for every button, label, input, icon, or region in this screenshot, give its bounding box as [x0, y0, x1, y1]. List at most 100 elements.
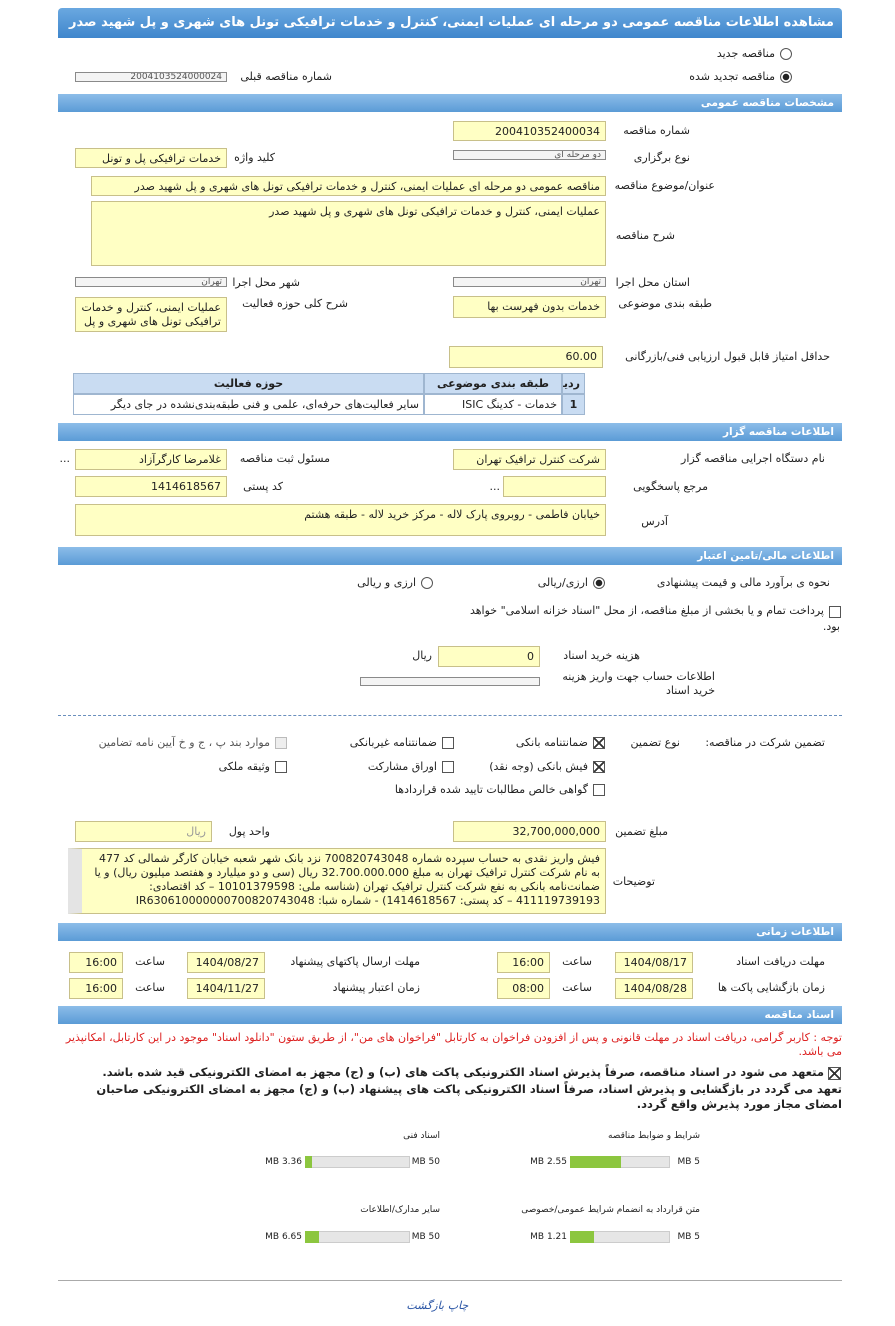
label: سایر مدارک/اطلاعات: [360, 1205, 440, 1215]
radio-button[interactable]: [780, 48, 792, 60]
checkbox[interactable]: [829, 606, 841, 618]
label: 50 MB: [411, 1157, 440, 1167]
input-field[interactable]: 1404/08/17: [615, 952, 693, 973]
input-field[interactable]: 1404/08/27: [187, 952, 265, 973]
label: اطلاعات حساب جهت واریز هزینه خرید اسناد: [562, 670, 715, 697]
label: عنوان/موضوع مناقصه: [614, 179, 715, 192]
checkbox[interactable]: [828, 1067, 841, 1080]
label: نوع تضمین: [630, 736, 680, 749]
section-header: اطلاعات زمانی: [58, 923, 842, 941]
checkbox[interactable]: [593, 737, 605, 749]
section-header: اطلاعات مالی/تامین اعتبار: [58, 547, 842, 565]
more-button[interactable]: ...: [59, 452, 71, 465]
label: شرایط و ضوابط مناقصه: [607, 1131, 700, 1141]
input-field[interactable]: عملیات ایمنی، کنترل و خدمات ترافیکی تونل…: [91, 201, 606, 266]
label: 2.55 MB: [530, 1157, 567, 1167]
input-field[interactable]: شرکت کنترل ترافیک تهران: [453, 449, 606, 470]
input-field[interactable]: فیش واریز نقدی به حساب سپرده شماره 70082…: [68, 848, 606, 914]
table-cell: خدمات - کدینگ ISIC: [424, 394, 562, 415]
checkbox[interactable]: [593, 761, 605, 773]
input-field[interactable]: 60.00: [449, 346, 603, 368]
table-header: حوزه فعالیت: [73, 373, 424, 394]
section-header: مشخصات مناقصه عمومی: [58, 94, 842, 112]
label: زمان اعتبار پیشنهاد: [332, 981, 420, 994]
label: ارزی و ریالی: [357, 576, 416, 589]
label: کلید واژه: [234, 151, 275, 164]
input-field[interactable]: 16:00: [497, 952, 550, 973]
select-field[interactable]: [360, 677, 540, 686]
more-button[interactable]: ...: [489, 480, 501, 493]
label: ساعت: [562, 981, 592, 994]
label: ارزی/ریالی: [537, 576, 588, 589]
label: شماره مناقصه قبلی: [240, 70, 332, 83]
checkbox[interactable]: [442, 737, 454, 749]
label: شرح کلی حوزه فعالیت: [242, 297, 348, 310]
print-link[interactable]: چاپ: [447, 1299, 469, 1312]
label: اوراق مشارکت: [367, 760, 437, 773]
section-header: اطلاعات مناقصه گزار: [58, 423, 842, 441]
label: شرح مناقصه: [615, 229, 675, 242]
checkbox[interactable]: [275, 761, 287, 773]
label: 1.21 MB: [530, 1232, 567, 1242]
checkbox[interactable]: [593, 784, 605, 796]
input-field[interactable]: [503, 476, 606, 497]
label: ساعت: [562, 955, 592, 968]
label: 3.36 MB: [265, 1157, 302, 1167]
select-field[interactable]: تهران: [453, 277, 606, 287]
label: فیش بانکی (وجه نقد): [489, 760, 588, 773]
input-field[interactable]: 200410352400034: [453, 121, 606, 141]
table-header: ردیف: [562, 373, 585, 394]
input-field[interactable]: ریال: [75, 821, 212, 842]
input-field[interactable]: مناقصه عمومی دو مرحله ای عملیات ایمنی، ک…: [91, 176, 606, 196]
radio-button[interactable]: [421, 577, 433, 589]
commitment: متعهد می شود در اسناد مناقصه، صرفاً پذیر…: [102, 1065, 824, 1079]
page-title: مشاهده اطلاعات مناقصه عمومی دو مرحله ای …: [58, 8, 842, 38]
label: مرجع پاسخگویی: [633, 480, 708, 493]
label: متن قرارداد به انضمام شرایط عمومی/خصوصی: [521, 1205, 700, 1215]
separator: [58, 715, 842, 716]
input-field[interactable]: 1404/11/27: [187, 978, 265, 999]
input-field[interactable]: خدمات ترافیکی پل و تونل: [75, 148, 227, 168]
input-field[interactable]: عملیات ایمنی، کنترل و خدمات ترافیکی تونل…: [75, 297, 227, 332]
radio-button[interactable]: [780, 71, 792, 83]
select-field[interactable]: 2004103524000024: [75, 72, 227, 82]
input-field[interactable]: 1414618567: [75, 476, 227, 497]
option-text: پرداخت تمام و یا بخشی از مبلغ مناقصه، از…: [469, 604, 840, 633]
label: استان محل اجرا: [615, 276, 690, 289]
input-field[interactable]: 16:00: [69, 978, 123, 999]
commitment: تعهد می گردد در بازگشایی و پذیرش اسناد، …: [96, 1082, 842, 1111]
label: ضمانتنامه بانکی: [515, 736, 588, 749]
input-field[interactable]: 08:00: [497, 978, 550, 999]
label: تضمین شرکت در مناقصه:: [705, 736, 825, 749]
checkbox[interactable]: [275, 737, 287, 749]
input-field[interactable]: 16:00: [69, 952, 123, 973]
label: شماره مناقصه: [623, 124, 690, 137]
radio-button[interactable]: [593, 577, 605, 589]
label: مناقصه تجدید شده: [689, 70, 775, 83]
section-header: اسناد مناقصه: [58, 1006, 842, 1024]
input-field[interactable]: 32,700,000,000: [453, 821, 606, 842]
input-field[interactable]: 0: [438, 646, 540, 667]
label: وثیقه ملکی: [218, 760, 270, 773]
input-field[interactable]: خدمات بدون فهرست بها: [453, 296, 606, 318]
label: مسئول ثبت مناقصه: [239, 452, 330, 465]
label: واحد پول: [228, 825, 270, 838]
select-field[interactable]: تهران: [75, 277, 227, 287]
input-field[interactable]: خیابان فاطمی - روبروی پارک لاله - مرکز خ…: [75, 504, 606, 536]
label: نحوه ی برآورد مالی و قیمت پیشنهادی: [656, 576, 830, 589]
label: مناقصه جدید: [716, 47, 775, 60]
label: مهلت ارسال پاکتهای پیشنهاد: [290, 955, 420, 968]
select-field[interactable]: دو مرحله ای: [453, 150, 606, 160]
back-link[interactable]: بازگشت: [406, 1299, 444, 1312]
size-used-bar: [305, 1231, 319, 1243]
input-field[interactable]: غلامرضا کارگرآزاد: [75, 449, 227, 470]
input-field[interactable]: 1404/08/28: [615, 978, 693, 999]
checkbox[interactable]: [442, 761, 454, 773]
label: طبقه بندی موضوعی: [618, 297, 712, 310]
label: مهلت دریافت اسناد: [736, 955, 825, 968]
divider: [58, 1280, 842, 1281]
label: ریال: [412, 649, 432, 662]
label: 6.65 MB: [265, 1232, 302, 1242]
label: شهر محل اجرا: [232, 276, 300, 289]
